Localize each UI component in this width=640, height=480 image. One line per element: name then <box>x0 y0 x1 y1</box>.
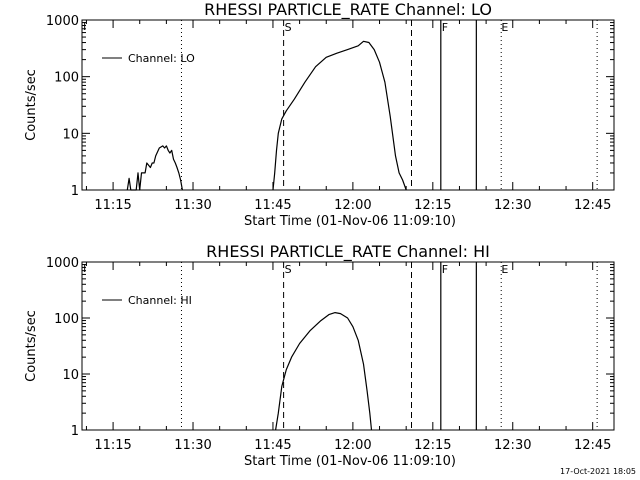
y-tick-label: 1 <box>71 184 79 199</box>
y-axis-label: Counts/sec <box>24 69 39 141</box>
y-tick-label: 1000 <box>46 256 79 271</box>
x-tick-label: 11:30 <box>174 198 211 213</box>
data-series-line <box>275 312 373 431</box>
marker-label-s: S <box>285 263 292 276</box>
marker-label-e: E <box>501 21 508 34</box>
x-tick-label: 12:30 <box>494 438 531 453</box>
x-axis-label: Start Time (01-Nov-06 11:09:10) <box>244 214 456 229</box>
x-tick-label: 11:45 <box>254 198 291 213</box>
marker-label-e: E <box>501 263 508 276</box>
chart-title: RHESSI PARTICLE_RATE Channel: HI <box>206 242 490 262</box>
chart-panel-1: RHESSI PARTICLE_RATE Channel: LOS F E 1 10 10… <box>24 0 615 229</box>
x-axis-label: Start Time (01-Nov-06 11:09:10) <box>244 454 456 469</box>
x-tick-label: 12:15 <box>414 198 451 213</box>
marker-label-s: S <box>285 21 292 34</box>
y-tick-label: 10 <box>62 127 79 142</box>
x-tick-label: 11:15 <box>94 438 131 453</box>
x-tick-label: 12:00 <box>334 438 371 453</box>
marker-label-f: F <box>442 21 448 34</box>
chart-title: RHESSI PARTICLE_RATE Channel: LO <box>204 0 492 20</box>
x-tick-label: 11:45 <box>254 438 291 453</box>
y-axis-label: Counts/sec <box>24 310 39 382</box>
y-tick-label: 1 <box>71 424 79 439</box>
x-tick-label: 11:15 <box>94 198 131 213</box>
data-series-line <box>126 145 183 191</box>
x-tick-label: 12:00 <box>334 198 371 213</box>
x-tick-label: 12:45 <box>574 438 611 453</box>
plot-frame <box>81 261 615 431</box>
data-series-line <box>272 40 407 191</box>
marker-label-f: F <box>442 263 448 276</box>
x-tick-label: 12:30 <box>494 198 531 213</box>
y-tick-label: 100 <box>54 312 79 327</box>
x-tick-label: 12:45 <box>574 198 611 213</box>
y-tick-label: 1000 <box>46 14 79 29</box>
y-tick-label: 100 <box>54 71 79 86</box>
x-tick-label: 11:30 <box>174 438 211 453</box>
footer-timestamp-text: 17-Oct-2021 18:05 <box>560 467 636 476</box>
y-tick-label: 10 <box>62 368 79 383</box>
legend-entry: Channel: HI <box>128 294 192 307</box>
chart-panel-2: RHESSI PARTICLE_RATE Channel: HIS F E 1 10 10… <box>24 242 615 469</box>
legend-entry: Channel: LO <box>128 52 195 65</box>
plot-frame <box>81 19 615 191</box>
x-tick-label: 12:15 <box>414 438 451 453</box>
